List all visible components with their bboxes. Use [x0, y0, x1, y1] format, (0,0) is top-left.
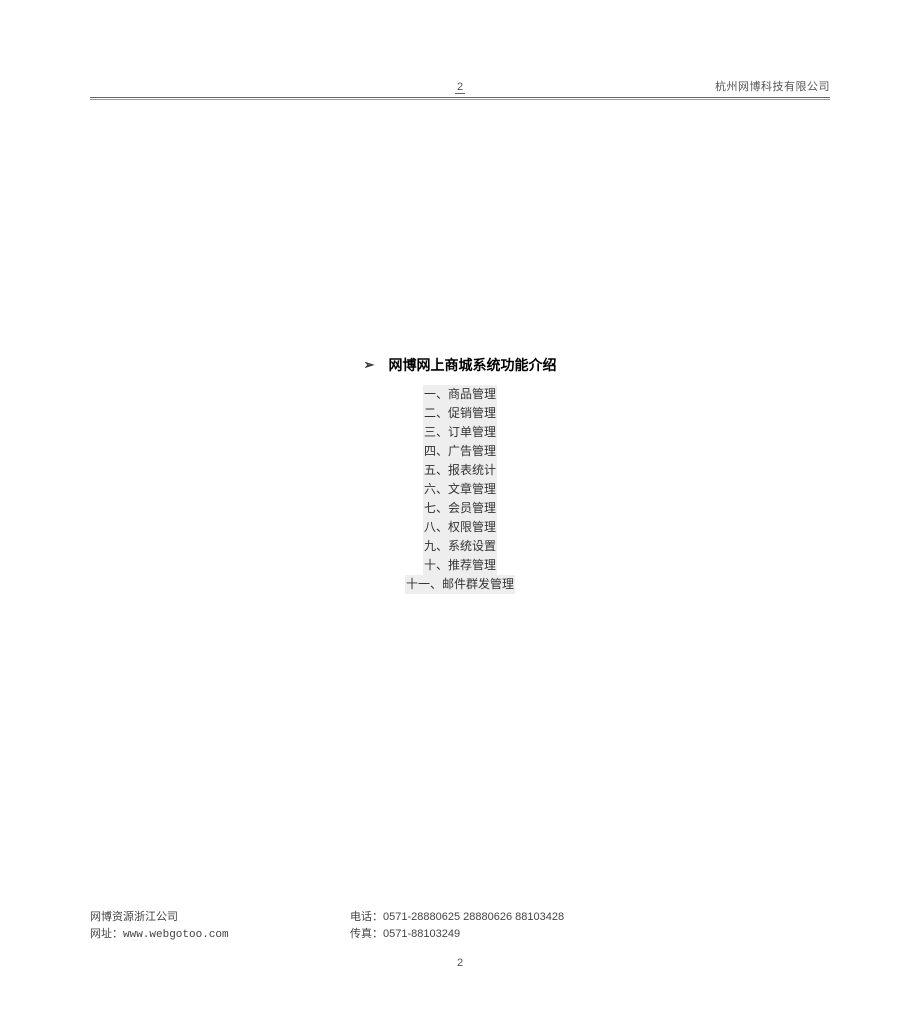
footer-fax: 传真：0571-88103249	[350, 925, 830, 941]
main-content: ➢ 网博网上商城系统功能介绍 一、商品管理 二、促销管理 三、订单管理 四、广告…	[0, 355, 920, 594]
toc-item: 三、订单管理	[423, 423, 497, 442]
page-footer: 网博资源浙江公司 电话：0571-28880625 28880626 88103…	[90, 908, 830, 969]
footer-fax-label: 传真：	[350, 928, 383, 940]
header-rule	[90, 97, 830, 100]
footer-phone: 电话：0571-28880625 28880626 88103428	[350, 908, 830, 924]
toc-item: 九、系统设置	[423, 537, 497, 556]
footer-company: 网博资源浙江公司	[90, 908, 350, 924]
footer-website-label: 网址：	[90, 928, 123, 940]
toc-item: 六、文章管理	[423, 480, 497, 499]
title-line: ➢ 网博网上商城系统功能介绍	[0, 355, 920, 375]
footer-phone-value: 0571-28880625 28880626 88103428	[383, 911, 564, 923]
header-company-name: 杭州网博科技有限公司	[465, 78, 830, 94]
document-page: 2 杭州网博科技有限公司 ➢ 网博网上商城系统功能介绍 一、商品管理 二、促销管…	[0, 0, 920, 1033]
footer-row-1: 网博资源浙江公司 电话：0571-28880625 28880626 88103…	[90, 908, 830, 924]
toc-item: 八、权限管理	[423, 518, 497, 537]
footer-website: 网址：www.webgotoo.com	[90, 925, 350, 941]
footer-page-number: 2	[90, 957, 830, 969]
toc-item: 二、促销管理	[423, 404, 497, 423]
header-page-number: 2	[455, 81, 465, 94]
toc-item: 十、推荐管理	[423, 556, 497, 575]
toc-item: 五、报表统计	[423, 461, 497, 480]
footer-row-2: 网址：www.webgotoo.com 传真：0571-88103249	[90, 925, 830, 941]
page-header: 2 杭州网博科技有限公司	[90, 78, 830, 96]
toc-item: 四、广告管理	[423, 442, 497, 461]
toc-item: 七、会员管理	[423, 499, 497, 518]
footer-website-value: www.webgotoo.com	[123, 929, 229, 941]
toc-item: 十一、邮件群发管理	[405, 575, 515, 594]
toc-item: 一、商品管理	[423, 385, 497, 404]
footer-fax-value: 0571-88103249	[383, 928, 460, 940]
document-title: 网博网上商城系统功能介绍	[388, 355, 556, 375]
footer-phone-label: 电话：	[350, 911, 383, 923]
bullet-icon: ➢	[364, 357, 375, 373]
toc-list: 一、商品管理 二、促销管理 三、订单管理 四、广告管理 五、报表统计 六、文章管…	[405, 385, 515, 594]
